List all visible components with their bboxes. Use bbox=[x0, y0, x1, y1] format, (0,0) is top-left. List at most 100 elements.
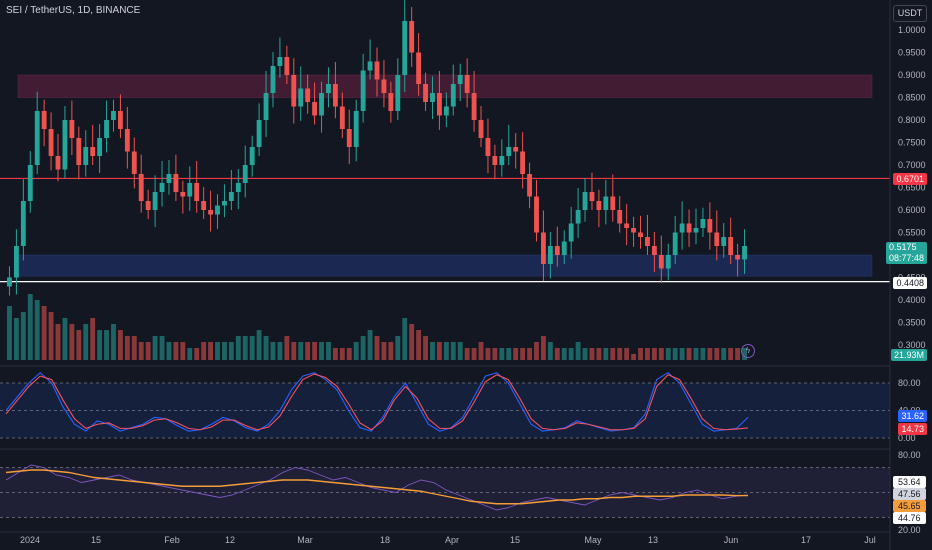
volume-bar bbox=[235, 336, 241, 360]
candle-body bbox=[478, 120, 484, 138]
candle-body bbox=[194, 183, 200, 201]
volume-bar bbox=[589, 348, 595, 360]
candle-body bbox=[353, 111, 359, 147]
volume-bar bbox=[312, 342, 318, 360]
volume-bar bbox=[707, 348, 713, 360]
candle-body bbox=[672, 232, 678, 255]
candle-body bbox=[374, 61, 380, 80]
candle-body bbox=[291, 75, 297, 107]
volume-bar bbox=[658, 348, 664, 360]
candle-body bbox=[208, 210, 213, 215]
rsi-tick-label: 80.00 bbox=[898, 450, 921, 460]
candle-body bbox=[679, 223, 685, 233]
volume-bar bbox=[471, 348, 477, 360]
candle-body bbox=[450, 84, 456, 107]
candle-body bbox=[367, 61, 373, 71]
volume-bar bbox=[485, 348, 491, 360]
volume-bar bbox=[492, 348, 498, 360]
candle-body bbox=[714, 232, 720, 246]
volume-bar bbox=[610, 348, 616, 360]
volume-bar bbox=[138, 342, 144, 360]
volume-bar bbox=[208, 342, 213, 360]
volume-bar bbox=[735, 348, 741, 360]
volume-bar bbox=[478, 342, 484, 360]
lightning-icon[interactable]: ϟ bbox=[741, 344, 755, 358]
candle-body bbox=[166, 174, 172, 183]
candle-body bbox=[263, 93, 269, 120]
time-tick-label: Mar bbox=[297, 535, 313, 545]
time-tick-label: Jul bbox=[864, 535, 876, 545]
volume-bar bbox=[194, 348, 200, 360]
candle-body bbox=[527, 174, 532, 197]
candle-body bbox=[541, 232, 546, 264]
candle-body bbox=[319, 93, 324, 116]
stoch-tick-label: 0.00 bbox=[898, 433, 916, 443]
stoch-d-tag: 14.73 bbox=[898, 423, 927, 435]
volume-bar bbox=[443, 342, 449, 360]
price-tick-label: 1.0000 bbox=[898, 25, 926, 35]
volume-bar bbox=[700, 348, 706, 360]
volume-bar bbox=[520, 348, 526, 360]
time-tick-label: 15 bbox=[510, 535, 520, 545]
candle-body bbox=[97, 138, 103, 156]
candle-body bbox=[575, 210, 581, 224]
candle-body bbox=[180, 192, 186, 197]
candle-body bbox=[117, 111, 123, 129]
candle-body bbox=[222, 201, 227, 206]
time-tick-label: Jun bbox=[724, 535, 739, 545]
candle-body bbox=[700, 219, 706, 228]
candle-body bbox=[395, 75, 401, 111]
candle-body bbox=[256, 120, 262, 147]
volume-bar bbox=[506, 348, 512, 360]
candlestick-series bbox=[7, 0, 747, 296]
volume-bar bbox=[180, 342, 186, 360]
volume-bar bbox=[547, 342, 553, 360]
candle-body bbox=[346, 129, 352, 147]
volume-bar bbox=[457, 342, 463, 360]
symbol-title[interactable]: SEI / TetherUS, 1D, BINANCE bbox=[6, 5, 141, 16]
candle-body bbox=[596, 201, 602, 210]
volume-bar bbox=[651, 348, 657, 360]
rsi-tick-label: 44.76 bbox=[898, 513, 921, 523]
candle-body bbox=[457, 75, 463, 84]
candle-body bbox=[506, 147, 512, 156]
volume-bar bbox=[215, 342, 220, 360]
volume-value-tag: 21.93M bbox=[890, 349, 927, 361]
candle-body bbox=[83, 147, 89, 165]
volume-bar bbox=[27, 294, 33, 360]
volume-bar bbox=[582, 348, 588, 360]
candle-body bbox=[430, 93, 435, 102]
candle-body bbox=[13, 246, 19, 278]
volume-bar bbox=[360, 336, 366, 360]
last-price-value: 0.5175 bbox=[888, 242, 917, 252]
volume-bar bbox=[568, 348, 574, 360]
volume-bar bbox=[298, 342, 304, 360]
volume-bar bbox=[256, 330, 262, 360]
volume-bar bbox=[624, 348, 630, 360]
volume-bar bbox=[62, 318, 68, 360]
candle-body bbox=[624, 223, 630, 228]
last-price-tag: 0.5175 08:77:48 bbox=[885, 242, 927, 264]
volume-bar bbox=[159, 336, 165, 360]
volume-bar bbox=[326, 342, 331, 360]
volume-bar bbox=[228, 342, 234, 360]
candle-body bbox=[443, 106, 449, 116]
currency-button[interactable]: USDT bbox=[893, 5, 927, 22]
price-tick-label: 0.3000 bbox=[898, 340, 926, 350]
candle-body bbox=[707, 219, 713, 233]
red-line-price-tag: 0.6701 bbox=[893, 173, 927, 185]
candle-body bbox=[360, 70, 366, 111]
time-tick-label: May bbox=[584, 535, 602, 545]
rsi-tag-bg bbox=[893, 500, 926, 512]
candle-body bbox=[242, 165, 248, 183]
volume-bar bbox=[41, 306, 47, 360]
volume-bar bbox=[13, 318, 19, 360]
stoch-k-tag: 31.62 bbox=[898, 410, 927, 422]
price-tick-label: 0.4000 bbox=[898, 295, 926, 305]
volume-bar bbox=[381, 342, 387, 360]
candle-body bbox=[270, 66, 276, 93]
horizontal-lines bbox=[0, 177, 890, 283]
volume-bar bbox=[242, 336, 248, 360]
volume-bar bbox=[430, 342, 435, 360]
